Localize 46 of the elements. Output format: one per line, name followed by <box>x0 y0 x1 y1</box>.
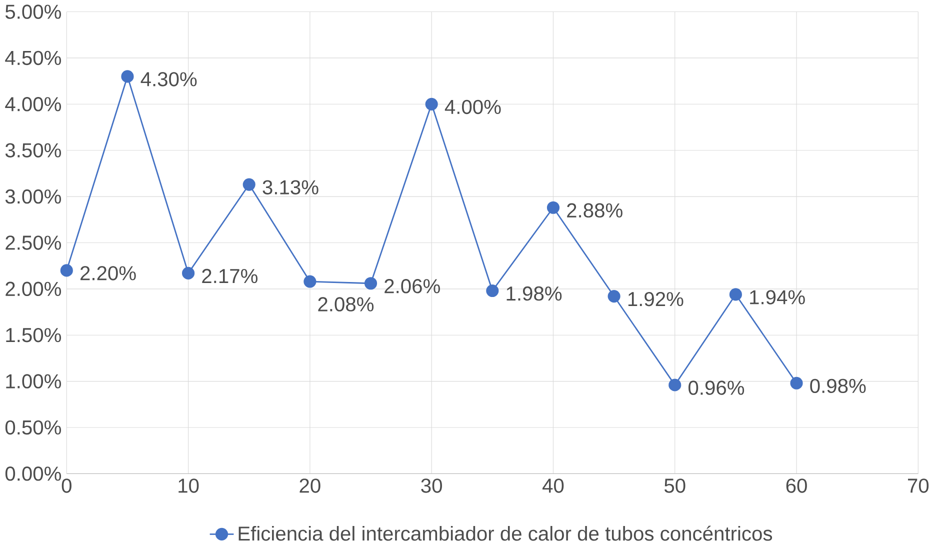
data-label: 0.96% <box>688 380 744 395</box>
data-label: 2.88% <box>567 203 622 218</box>
data-label: 0.98% <box>810 378 866 393</box>
data-label: 3.13% <box>262 180 318 194</box>
data-label: 1.98% <box>506 286 562 301</box>
x-tick-label: 20 <box>300 478 320 493</box>
data-label: 4.00% <box>444 100 501 114</box>
data-label: 2.20% <box>80 266 136 280</box>
x-tick-label: 30 <box>421 478 442 493</box>
y-tick-label: 2.50% <box>6 235 61 250</box>
y-tick-label: 3.00% <box>5 189 61 204</box>
point <box>425 98 438 110</box>
point <box>546 201 560 214</box>
point <box>486 284 499 297</box>
data-label: 2.06% <box>384 278 440 294</box>
point <box>60 264 73 277</box>
x-tick-label: 70 <box>908 478 929 493</box>
y-tick-label: 3.50% <box>5 143 61 158</box>
y-tick-label: 0.50% <box>5 420 61 434</box>
point <box>668 378 682 392</box>
point <box>304 275 316 288</box>
x-tick-label: 0 <box>62 478 72 493</box>
y-tick-label: 2.00% <box>6 282 61 296</box>
data-label: 2.08% <box>318 297 374 312</box>
y-tick-label: 4.00% <box>5 96 61 112</box>
data-label: 1.94% <box>750 290 805 304</box>
x-tick-label: 40 <box>542 478 564 493</box>
point <box>729 288 742 301</box>
point <box>790 376 803 390</box>
legend-label: Eficiencia del intercambiador de calor de tubos concéntricos <box>238 526 772 541</box>
y-tick-label: 5.00% <box>5 4 61 19</box>
x-tick-label: 60 <box>786 478 807 493</box>
data-label: 4.30% <box>140 72 197 86</box>
point <box>608 290 620 302</box>
y-tick-label: 1.50% <box>6 328 61 342</box>
point <box>364 276 378 290</box>
x-tick-label: 50 <box>664 478 686 493</box>
point <box>182 266 195 280</box>
data-label: 1.92% <box>628 292 684 306</box>
y-tick-label: 4.50% <box>5 50 61 65</box>
y-tick-label: 1.00% <box>6 374 61 388</box>
y-tick-label: 0.00% <box>5 466 61 481</box>
x-tick-label: 10 <box>178 478 199 493</box>
point <box>121 70 134 83</box>
point <box>242 178 256 191</box>
data-label: 2.17% <box>202 268 258 283</box>
